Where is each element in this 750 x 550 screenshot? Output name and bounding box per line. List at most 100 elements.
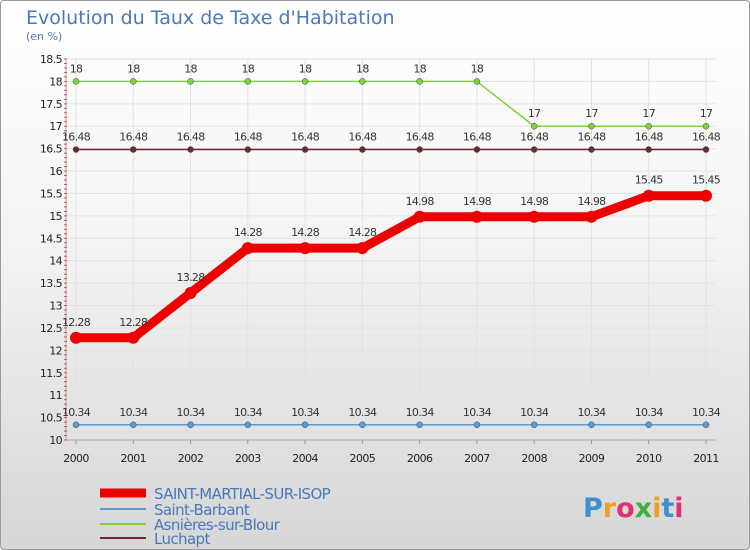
logo-letter: P	[583, 493, 603, 524]
series-layer	[70, 78, 712, 429]
data-label: 10.34	[577, 406, 606, 419]
data-point	[702, 146, 710, 153]
y-tick-label: 14.5	[40, 232, 63, 245]
data-point	[244, 78, 252, 85]
data-point	[473, 421, 481, 429]
data-label: 16.48	[234, 131, 263, 144]
y-tick-label: 17	[49, 120, 62, 133]
data-label: 16.48	[635, 131, 664, 144]
x-tick-label: 2004	[292, 452, 318, 465]
data-label: 16.48	[463, 131, 492, 144]
data-point	[356, 242, 369, 255]
data-label: 16.48	[119, 131, 148, 144]
chart-title: Evolution du Taux de Taxe d'Habitation	[26, 7, 395, 29]
y-tick-label: 13	[49, 300, 62, 313]
data-label: 10.34	[177, 406, 206, 419]
data-label: 14.28	[348, 226, 377, 239]
x-tick-label: 2008	[521, 452, 547, 465]
data-label: 17	[585, 107, 598, 120]
logo-letter: t	[661, 493, 674, 524]
data-point	[187, 421, 194, 429]
x-tick-label: 2007	[464, 452, 490, 465]
y-tick-label: 18.5	[40, 53, 63, 66]
data-label: 10.34	[62, 406, 91, 419]
legend-label-1: Saint-Barbant	[154, 501, 250, 519]
data-label: 18	[242, 62, 255, 75]
grid	[66, 58, 716, 441]
x-axis-ticks: 2000 2001 2002 2003 2004 2005 2006 2007 2008 2009…	[63, 452, 719, 465]
data-point	[241, 242, 254, 255]
logo-letter: o	[616, 493, 635, 524]
series-line-0	[71, 191, 711, 343]
series-line-2	[75, 80, 707, 127]
x-tick-label: 2003	[235, 452, 261, 465]
data-label: 18	[413, 62, 426, 75]
data-point	[244, 421, 252, 429]
data-point	[301, 78, 309, 85]
data-point	[473, 146, 481, 153]
data-point	[588, 146, 595, 153]
data-point	[530, 122, 538, 130]
y-tick-label: 15.5	[40, 187, 63, 200]
data-point	[645, 146, 652, 153]
y-tick-label: 14	[49, 255, 62, 268]
unit-label: (en %)	[26, 30, 62, 43]
data-label: 17	[528, 107, 541, 120]
x-tick-label: 2010	[636, 452, 662, 465]
logo-letter: i	[652, 493, 661, 524]
data-point	[645, 421, 652, 429]
data-label: 10.34	[635, 406, 664, 419]
data-label: 16.48	[692, 131, 721, 144]
data-labels: 10.34 10.34 10.34 10.34 10.34 10.34 10.34 10.34…	[62, 62, 721, 418]
data-label: 18	[127, 62, 140, 75]
data-label: 18	[471, 62, 484, 75]
data-point	[700, 189, 712, 202]
axes	[64, 58, 716, 444]
data-label: 12.28	[62, 316, 91, 329]
x-tick-label: 2000	[63, 452, 89, 465]
y-tick-label: 17.5	[40, 98, 63, 111]
y-tick-label: 12	[49, 344, 62, 357]
data-label: 17	[642, 107, 655, 120]
y-tick-label: 15	[49, 210, 62, 223]
data-label: 18	[356, 62, 369, 75]
data-label: 16.48	[348, 131, 377, 144]
data-point	[130, 421, 137, 429]
y-axis-ticks: 10 10.5 11 11.5 12 12.5 13 13.5 14 14.5 15 15.5 16 16…	[40, 53, 63, 447]
data-point	[359, 146, 366, 153]
data-label: 10.34	[119, 406, 148, 419]
y-tick-label: 11	[49, 389, 62, 402]
data-point	[416, 78, 423, 85]
data-point	[184, 286, 197, 299]
data-label: 16.48	[406, 131, 435, 144]
legend: SAINT-MARTIAL-SUR-ISOP Saint-Barbant Asn…	[100, 485, 331, 548]
data-label: 15.45	[635, 174, 664, 187]
data-point	[359, 421, 366, 429]
y-tick-label: 16	[49, 165, 62, 178]
data-label: 15.45	[692, 174, 721, 187]
data-point	[588, 122, 595, 130]
data-label: 13.28	[177, 271, 206, 284]
data-point	[530, 421, 538, 429]
data-point	[473, 78, 481, 85]
data-point	[187, 78, 194, 85]
data-point	[528, 210, 541, 223]
data-point	[301, 421, 309, 429]
data-label: 16.48	[62, 131, 91, 144]
data-point	[702, 122, 710, 130]
data-point	[70, 331, 82, 344]
data-point	[299, 242, 312, 255]
proxiti-logo: Proxiti	[583, 493, 684, 524]
data-label: 10.34	[291, 406, 320, 419]
data-point	[470, 210, 483, 223]
data-point	[130, 78, 137, 85]
data-point	[359, 78, 366, 85]
legend-label-0: SAINT-MARTIAL-SUR-ISOP	[154, 485, 331, 503]
logo-letter: i	[674, 493, 683, 524]
data-label: 18	[70, 62, 83, 75]
x-tick-label: 2002	[178, 452, 204, 465]
data-label: 10.34	[406, 406, 435, 419]
data-label: 10.34	[348, 406, 377, 419]
data-label: 14.98	[406, 195, 435, 208]
